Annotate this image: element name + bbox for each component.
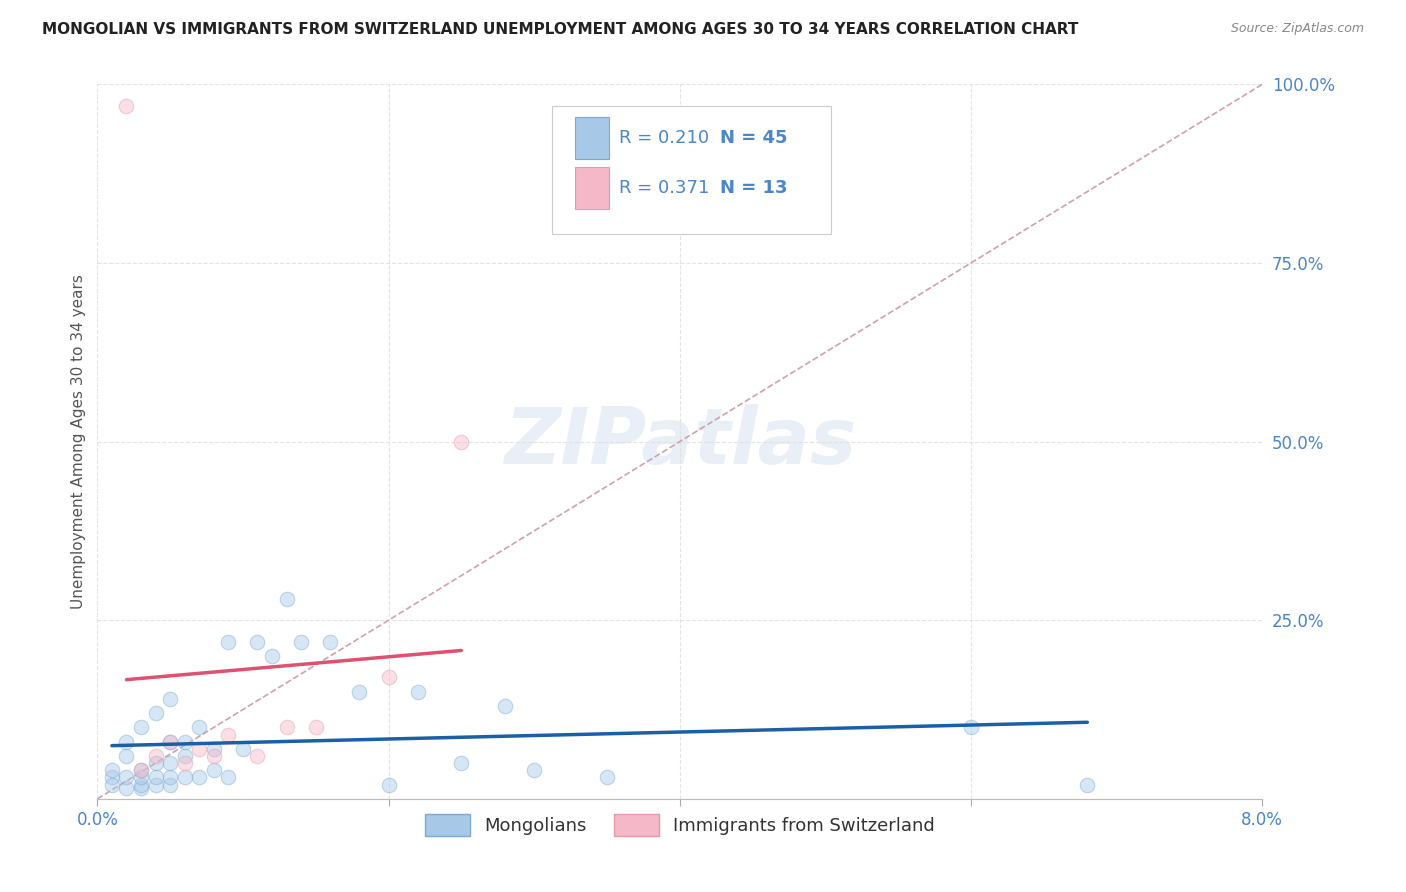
Point <box>276 591 298 606</box>
Point <box>246 634 269 648</box>
Point <box>319 634 342 648</box>
Point <box>159 771 181 785</box>
Point <box>290 634 312 648</box>
Point <box>217 771 239 785</box>
Point <box>101 771 124 785</box>
Point <box>129 764 152 778</box>
Point <box>188 771 211 785</box>
Point <box>217 634 239 648</box>
Y-axis label: Unemployment Among Ages 30 to 34 years: Unemployment Among Ages 30 to 34 years <box>72 274 86 609</box>
Point <box>260 648 283 663</box>
Point <box>406 684 429 698</box>
FancyBboxPatch shape <box>575 117 609 159</box>
Point <box>159 691 181 706</box>
Point <box>129 781 152 796</box>
Point <box>129 720 152 734</box>
FancyBboxPatch shape <box>575 167 609 209</box>
Point <box>1076 778 1098 792</box>
Point <box>115 734 138 748</box>
Point <box>276 720 298 734</box>
Point <box>115 749 138 764</box>
Text: R = 0.210: R = 0.210 <box>619 129 709 147</box>
Point <box>101 764 124 778</box>
Point <box>188 720 211 734</box>
Point <box>173 771 195 785</box>
Point <box>305 720 328 734</box>
Point <box>145 756 167 771</box>
Point <box>377 778 399 792</box>
Point <box>159 756 181 771</box>
Point <box>145 749 167 764</box>
Point <box>159 734 181 748</box>
Point <box>217 727 239 741</box>
Point <box>246 749 269 764</box>
Point <box>450 434 472 449</box>
Text: MONGOLIAN VS IMMIGRANTS FROM SWITZERLAND UNEMPLOYMENT AMONG AGES 30 TO 34 YEARS : MONGOLIAN VS IMMIGRANTS FROM SWITZERLAND… <box>42 22 1078 37</box>
Text: N = 13: N = 13 <box>720 179 787 197</box>
Point <box>377 670 399 684</box>
Point <box>450 756 472 771</box>
Point <box>173 749 195 764</box>
Point <box>202 764 225 778</box>
Point <box>202 741 225 756</box>
Point <box>173 756 195 771</box>
Point <box>129 764 152 778</box>
Point <box>115 99 138 113</box>
Point <box>523 764 546 778</box>
Point <box>145 771 167 785</box>
Point <box>960 720 983 734</box>
Point <box>129 771 152 785</box>
Point <box>159 778 181 792</box>
Point <box>596 771 619 785</box>
Point <box>188 741 211 756</box>
FancyBboxPatch shape <box>551 106 831 235</box>
Point <box>232 741 254 756</box>
Point <box>115 781 138 796</box>
Legend: Mongolians, Immigrants from Switzerland: Mongolians, Immigrants from Switzerland <box>418 807 942 844</box>
Point <box>349 684 371 698</box>
Point <box>159 734 181 748</box>
Text: ZIPatlas: ZIPatlas <box>503 404 856 480</box>
Text: Source: ZipAtlas.com: Source: ZipAtlas.com <box>1230 22 1364 36</box>
Point <box>202 749 225 764</box>
Text: R = 0.371: R = 0.371 <box>619 179 710 197</box>
Point <box>145 778 167 792</box>
Point <box>101 778 124 792</box>
Point <box>145 706 167 720</box>
Point <box>173 734 195 748</box>
Point <box>129 778 152 792</box>
Point <box>494 698 516 713</box>
Point <box>115 771 138 785</box>
Text: N = 45: N = 45 <box>720 129 787 147</box>
